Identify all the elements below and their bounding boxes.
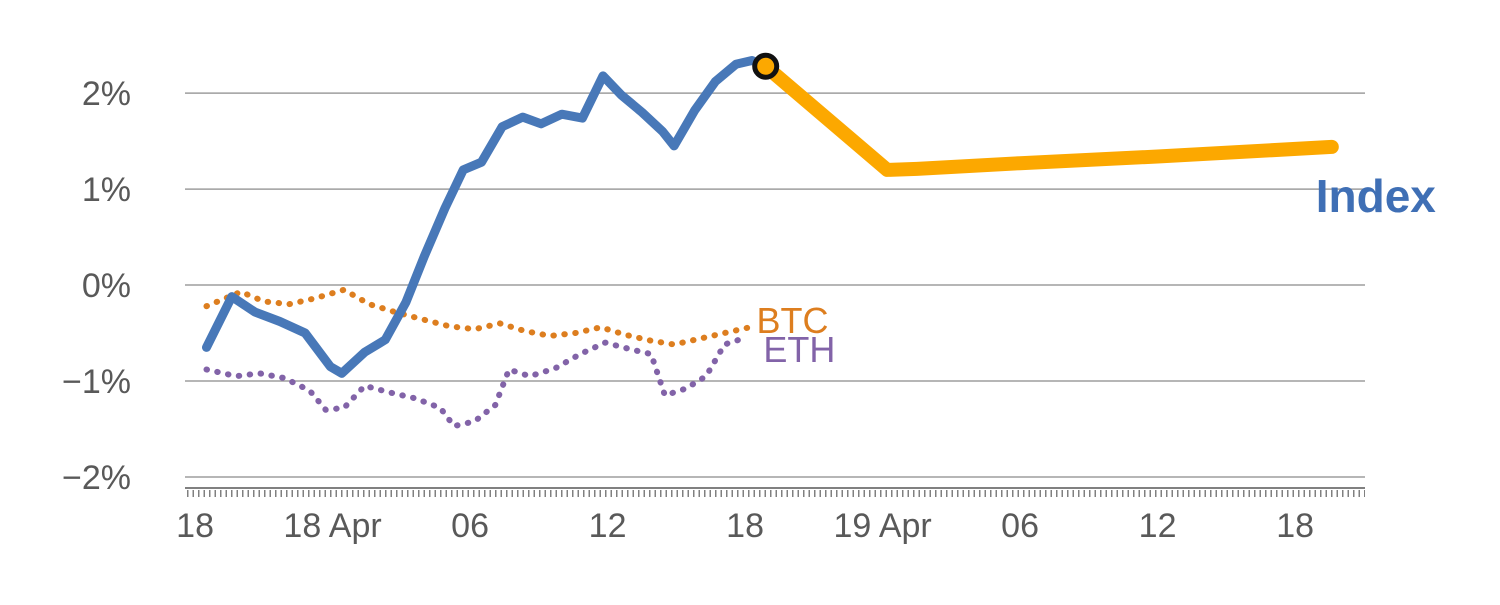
y-tick-label: 0%	[82, 267, 131, 305]
y-tick-label: −1%	[62, 363, 131, 401]
y-tick-label: −2%	[62, 459, 131, 497]
x-tick-label: 18	[1276, 507, 1314, 545]
x-tick-label: 18	[176, 507, 214, 545]
series-label-btc: BTC	[757, 300, 829, 341]
x-tick-label: 12	[589, 507, 627, 545]
series-line-index	[202, 56, 771, 378]
x-tick-label: 18 Apr	[283, 507, 381, 545]
x-tick-label: 18	[726, 507, 764, 545]
y-tick-label: 1%	[82, 171, 131, 209]
y-tick-label: 2%	[82, 75, 131, 113]
series-label-index: Index	[1316, 170, 1437, 222]
x-tick-label: 06	[451, 507, 489, 545]
x-tick-label: 12	[1139, 507, 1177, 545]
series-line-index-forecast	[758, 59, 1339, 177]
series-line-eth	[203, 334, 749, 430]
series-label-eth: ETH	[763, 329, 835, 370]
x-tick-label: 06	[1001, 507, 1039, 545]
x-tick-label: 19 Apr	[833, 507, 931, 545]
forecast-anchor-marker[interactable]	[752, 52, 780, 80]
series-line-btc	[203, 286, 753, 348]
